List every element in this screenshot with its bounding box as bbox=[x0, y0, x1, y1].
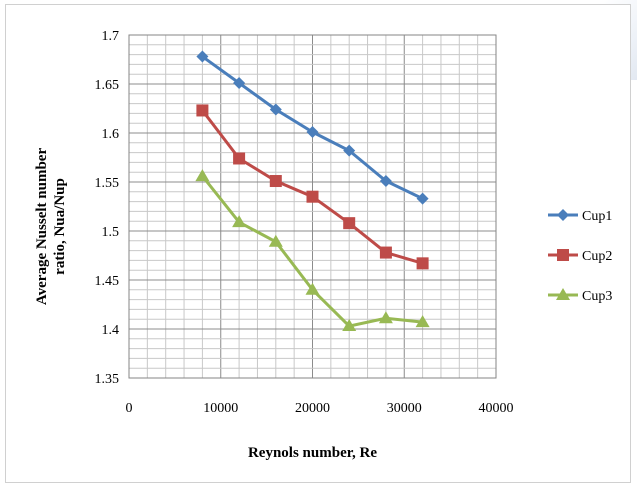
diamond-marker bbox=[343, 144, 356, 157]
series-cup2 bbox=[196, 104, 429, 270]
plot-border bbox=[128, 34, 497, 379]
triangle-marker bbox=[556, 288, 570, 300]
chart-frame: 1.35 1.4 1.45 1.5 1.55 1.6 1.65 1.7 0 10000 20000 3… bbox=[5, 4, 631, 483]
triangle-marker bbox=[378, 311, 393, 324]
y-tick-label: 1.35 bbox=[95, 372, 120, 387]
diamond-marker bbox=[416, 192, 429, 205]
axes bbox=[128, 34, 497, 379]
series-layer bbox=[195, 50, 430, 332]
square-marker bbox=[343, 217, 356, 230]
legend-entry: Cup1 bbox=[548, 209, 612, 224]
legend-label: Cup3 bbox=[582, 289, 612, 304]
y-tick-label: 1.5 bbox=[102, 225, 120, 240]
y-tick-label: 1.55 bbox=[95, 176, 120, 191]
y-tick-label: 1.45 bbox=[95, 274, 120, 289]
x-tick-label: 0 bbox=[126, 401, 133, 416]
triangle-marker bbox=[305, 282, 320, 295]
diamond-marker bbox=[196, 50, 209, 63]
y-tick-label: 1.7 bbox=[102, 29, 120, 44]
triangle-marker bbox=[268, 234, 283, 247]
x-axis-title: Reynols number, Re bbox=[248, 445, 377, 461]
diamond-marker bbox=[557, 209, 569, 221]
series-cup1 bbox=[196, 50, 429, 205]
square-marker bbox=[269, 175, 282, 188]
y-axis-title-line: ratio, Nua/Nup bbox=[52, 178, 68, 275]
line-chart: 1.35 1.4 1.45 1.5 1.55 1.6 1.65 1.7 0 10000 20000 3… bbox=[34, 29, 612, 461]
tick-labels: 1.35 1.4 1.45 1.5 1.55 1.6 1.65 1.7 0 10000 20000 3… bbox=[95, 29, 514, 416]
x-tick-label: 40000 bbox=[479, 401, 514, 416]
legend-label: Cup1 bbox=[582, 209, 612, 224]
triangle-marker bbox=[195, 169, 210, 182]
grid bbox=[128, 34, 497, 379]
square-marker bbox=[416, 257, 429, 270]
x-tick-label: 20000 bbox=[295, 401, 330, 416]
square-marker bbox=[306, 190, 319, 203]
series-cup3 bbox=[195, 169, 430, 332]
legend-entry: Cup3 bbox=[548, 288, 612, 304]
y-tick-label: 1.65 bbox=[95, 78, 120, 93]
y-axis-title-line: Average Nusselt number bbox=[34, 148, 50, 306]
square-marker bbox=[233, 152, 246, 165]
y-tick-label: 1.4 bbox=[102, 323, 120, 338]
legend: Cup1 Cup2 Cup3 bbox=[548, 209, 612, 304]
square-marker bbox=[557, 249, 569, 261]
y-axis-title: Average Nusselt number ratio, Nua/Nup bbox=[34, 148, 68, 306]
square-marker bbox=[196, 104, 209, 117]
diamond-marker bbox=[379, 175, 392, 188]
legend-entry: Cup2 bbox=[548, 249, 612, 264]
triangle-marker bbox=[342, 319, 357, 332]
diamond-marker bbox=[306, 126, 319, 139]
x-tick-label: 30000 bbox=[387, 401, 422, 416]
diamond-marker bbox=[233, 77, 246, 90]
legend-label: Cup2 bbox=[582, 249, 612, 264]
triangle-marker bbox=[232, 215, 247, 228]
square-marker bbox=[379, 246, 392, 259]
axis-titles: Reynols number, Re Average Nusselt numbe… bbox=[34, 148, 377, 461]
y-tick-label: 1.6 bbox=[102, 127, 120, 142]
x-tick-label: 10000 bbox=[203, 401, 238, 416]
triangle-marker bbox=[415, 315, 430, 328]
diamond-marker bbox=[269, 103, 282, 116]
